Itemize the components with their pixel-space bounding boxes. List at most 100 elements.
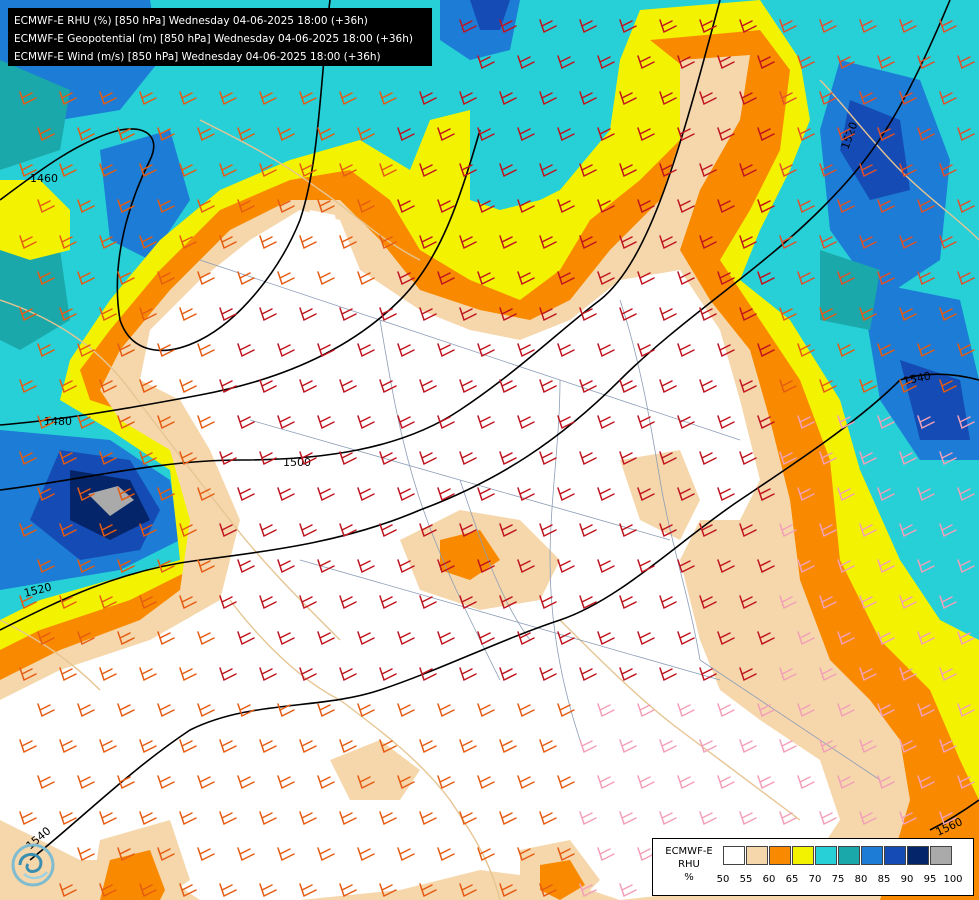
wind-barb-icon [699, 19, 717, 34]
wind-barb-icon [99, 739, 117, 754]
geopotential-contours [0, 0, 979, 861]
wind-barb-icon [419, 235, 437, 250]
legend-swatch [861, 846, 883, 865]
wind-barb-icon [99, 235, 117, 250]
legend-swatch [815, 846, 837, 865]
wind-barb-icon [739, 235, 757, 250]
legend-tick-label: 70 [808, 874, 822, 885]
wind-barb-icon [819, 523, 837, 538]
wind-barb-icon [357, 703, 375, 718]
wind-barb-icon [757, 415, 775, 430]
wind-barb-icon [397, 415, 415, 430]
wind-barb-icon [459, 451, 477, 466]
wind-barb-icon [499, 811, 517, 826]
wind-barb-icon [939, 379, 957, 394]
wind-barb-icon [677, 703, 695, 718]
wind-barb-icon [237, 847, 255, 862]
wind-barb-icon [579, 811, 597, 826]
wind-barb-icon [837, 415, 855, 430]
wind-barb-icon [139, 235, 157, 250]
wind-barb-icon [939, 667, 957, 682]
wind-barb-icon [219, 667, 237, 682]
wind-barb-icon [477, 415, 495, 430]
wind-barb-icon [219, 163, 237, 178]
wind-barb-icon [139, 595, 157, 610]
wind-barb-icon [459, 667, 477, 682]
wind-barb-icon [539, 667, 557, 682]
wind-barb-icon [859, 91, 877, 106]
wind-barb-icon [59, 595, 77, 610]
wind-barb-icon [277, 271, 295, 286]
title-line-geopotential: ECMWF-E Geopotential (m) [850 hPa] Wedne… [14, 33, 413, 45]
wind-barb-icon [237, 775, 255, 790]
wind-barb-icon [397, 559, 415, 574]
wind-barb-icon [717, 271, 735, 286]
wind-barb-icon [219, 523, 237, 538]
wind-barb-icon [197, 199, 215, 214]
wind-barb-icon [499, 667, 517, 682]
legend-ticks: 50 55 60 65 70 75 80 85 90 95 100 [717, 874, 973, 888]
wind-barb-icon [779, 451, 797, 466]
wind-barb-icon [19, 379, 37, 394]
wind-barb-icon [579, 667, 597, 682]
wind-barb-icon [459, 523, 477, 538]
wind-barb-icon [357, 343, 375, 358]
wind-barb-icon [77, 631, 95, 646]
wind-barb-icon [877, 415, 895, 430]
wind-barb-icon [499, 19, 517, 34]
wind-barb-icon [259, 667, 277, 682]
wind-barb-icon [837, 631, 855, 646]
wind-barb-icon [277, 775, 295, 790]
wind-barb-icon [837, 487, 855, 502]
wind-barb-icon [317, 127, 335, 142]
wind-barb-icon [659, 451, 677, 466]
wind-barb-icon [339, 379, 357, 394]
wind-barb-icon [299, 739, 317, 754]
wind-barb-icon [77, 847, 95, 862]
wind-barb-icon [899, 523, 917, 538]
wind-barb-icon [877, 343, 895, 358]
wind-barb-icon [899, 307, 917, 322]
wind-barb-icon [557, 559, 575, 574]
wind-barb-icon [699, 667, 717, 682]
wind-barb-icon [717, 487, 735, 502]
wind-barb-icon [277, 559, 295, 574]
wind-barb-icon [379, 307, 397, 322]
wind-barb-icon [859, 595, 877, 610]
wind-barb-icon [779, 523, 797, 538]
wind-barb-icon [59, 667, 77, 682]
wind-barb-icon [597, 55, 615, 70]
wind-barb-icon [99, 523, 117, 538]
wind-barb-icon [539, 235, 557, 250]
wind-barb-icon [619, 235, 637, 250]
wind-barb-icon [397, 775, 415, 790]
wind-barb-icon [517, 631, 535, 646]
wind-barb-icon [859, 307, 877, 322]
wind-barb-icon [179, 307, 197, 322]
wind-barb-icon [117, 559, 135, 574]
wind-barb-icon [299, 523, 317, 538]
wind-barb-icon [397, 271, 415, 286]
wind-barb-icon [139, 379, 157, 394]
wind-barb-icon [299, 91, 317, 106]
legend-swatch [769, 846, 791, 865]
wind-barb-icon [437, 631, 455, 646]
legend-tick-label: 65 [785, 874, 799, 885]
wind-barb-icon [597, 415, 615, 430]
wind-barb-icon [517, 199, 535, 214]
wind-barb-icon [437, 199, 455, 214]
wind-barb-icon [819, 379, 837, 394]
wind-barb-icon [917, 127, 935, 142]
wind-barb-icon [797, 55, 815, 70]
wind-barb-icon [459, 91, 477, 106]
wind-barb-icon [597, 703, 615, 718]
legend-swatch [792, 846, 814, 865]
wind-barb-icon [877, 127, 895, 142]
wind-barb-icon [179, 523, 197, 538]
wind-barb-icon [419, 667, 437, 682]
rhu-moist-areas [0, 0, 979, 590]
wind-barb-icon [259, 307, 277, 322]
wind-barb-icon [139, 523, 157, 538]
wind-barb-icon [619, 739, 637, 754]
wind-barb-icon [557, 199, 575, 214]
